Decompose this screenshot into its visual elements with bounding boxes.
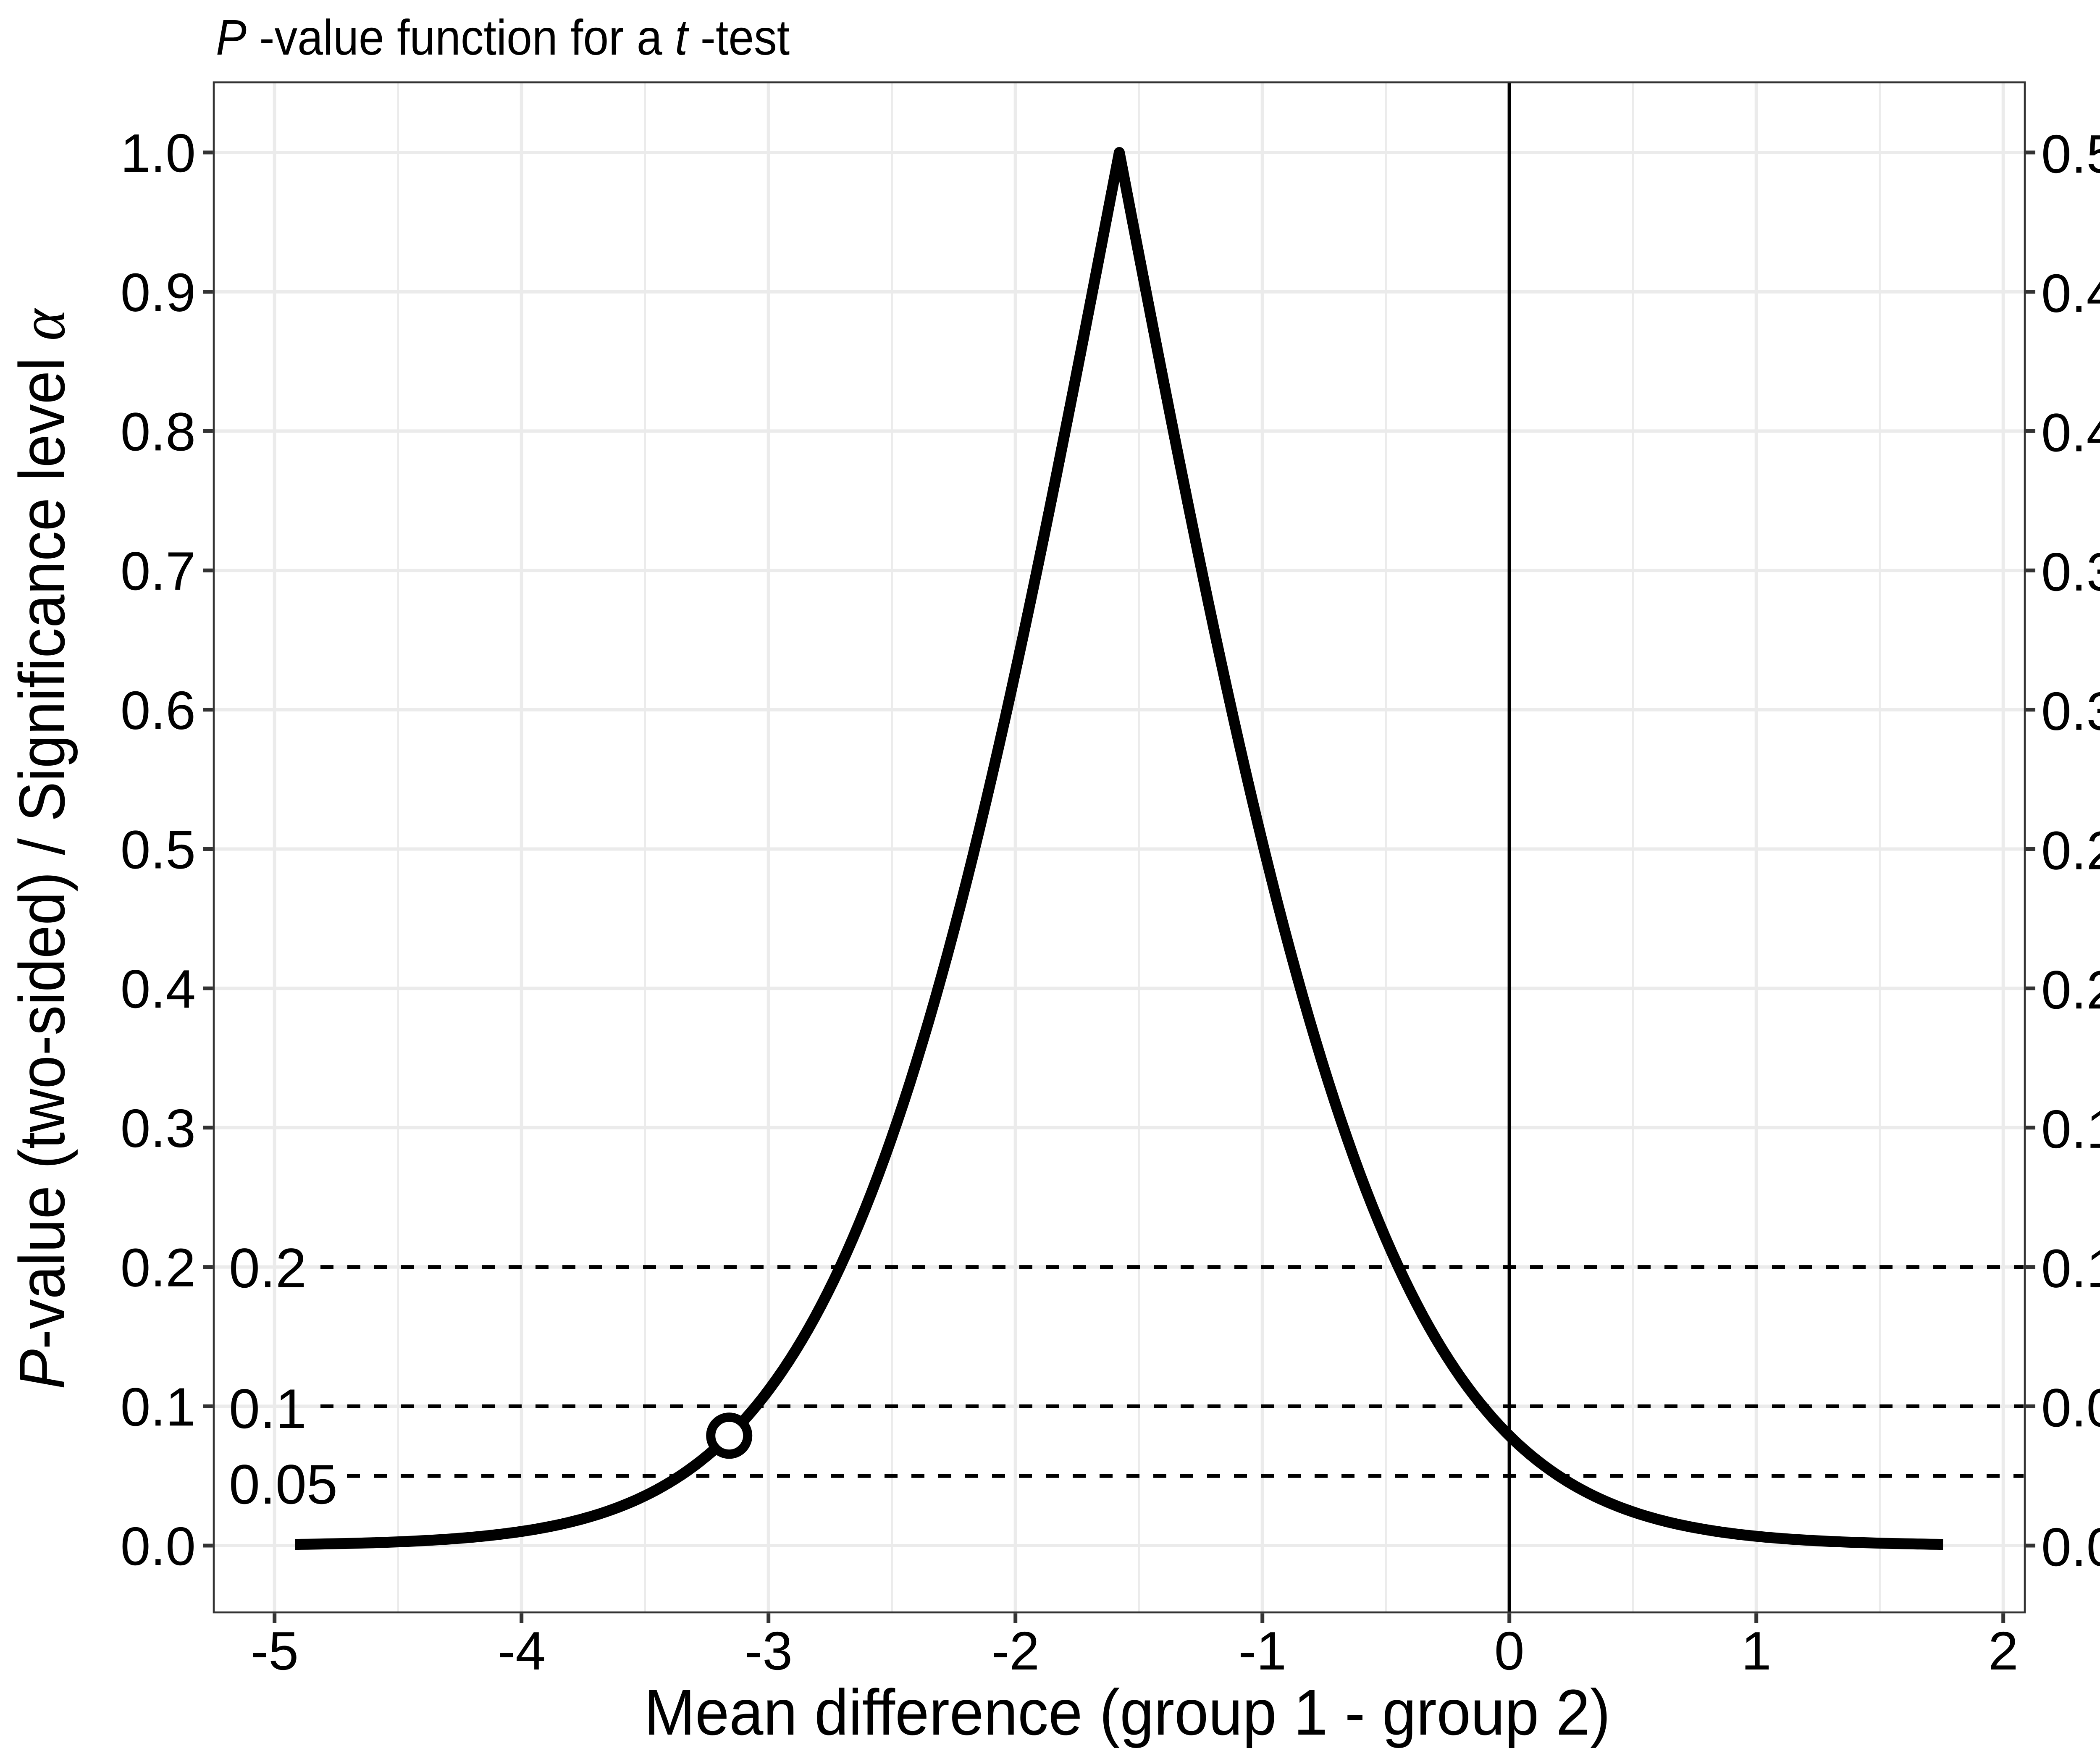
svg-text:2: 2 [1988, 1621, 2019, 1681]
svg-text:0.20: 0.20 [2041, 960, 2100, 1020]
svg-text:0.9: 0.9 [121, 262, 196, 323]
svg-text:-4: -4 [497, 1621, 546, 1681]
svg-text:0.15: 0.15 [2041, 1099, 2100, 1160]
svg-text:0.5: 0.5 [121, 820, 196, 880]
svg-text:0.4: 0.4 [121, 959, 196, 1019]
svg-text:0.50: 0.50 [2041, 124, 2100, 184]
svg-text:1.0: 1.0 [121, 123, 196, 184]
svg-text:0.40: 0.40 [2041, 402, 2100, 463]
svg-text:0.2: 0.2 [121, 1238, 196, 1298]
svg-text:0.1: 0.1 [229, 1378, 307, 1440]
svg-text:0.0: 0.0 [121, 1516, 196, 1577]
svg-text:0.05: 0.05 [229, 1454, 338, 1516]
svg-text:0.45: 0.45 [2041, 263, 2100, 324]
svg-text:-5: -5 [250, 1621, 299, 1681]
svg-text:P -value function for a t -tes: P -value function for a t -test [216, 10, 790, 66]
svg-text:0.3: 0.3 [121, 1098, 196, 1159]
svg-text:0.10: 0.10 [2041, 1239, 2100, 1299]
svg-text:0.30: 0.30 [2041, 681, 2100, 742]
svg-text:-3: -3 [744, 1621, 793, 1681]
svg-text:0.1: 0.1 [121, 1377, 196, 1437]
svg-text:0.35: 0.35 [2041, 542, 2100, 602]
svg-text:0.05: 0.05 [2041, 1378, 2100, 1438]
svg-text:-2: -2 [991, 1621, 1040, 1681]
svg-text:0.25: 0.25 [2041, 821, 2100, 881]
svg-text:P-value (two-sided) / Signific: P-value (two-sided) / Significance level… [6, 308, 79, 1389]
svg-text:0.7: 0.7 [121, 541, 196, 601]
svg-text:0.8: 0.8 [121, 402, 196, 462]
svg-text:-1: -1 [1238, 1621, 1286, 1681]
svg-text:0.6: 0.6 [121, 680, 196, 741]
svg-text:0.2: 0.2 [229, 1237, 307, 1299]
svg-text:1: 1 [1741, 1621, 1772, 1681]
svg-text:Mean difference (group 1 - gro: Mean difference (group 1 - group 2) [644, 1676, 1611, 1748]
svg-text:0: 0 [1494, 1621, 1525, 1681]
svg-text:0.00: 0.00 [2041, 1517, 2100, 1578]
